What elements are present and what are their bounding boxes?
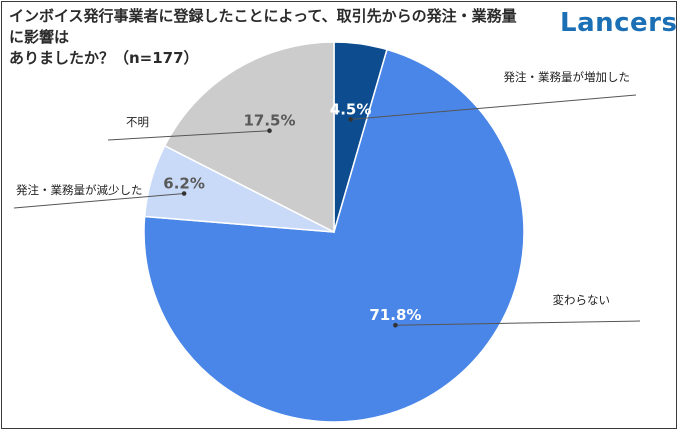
percent-label-unknown: 17.5% <box>243 112 295 130</box>
pie-slice-nochange <box>143 48 525 423</box>
leader-dot-unknown <box>267 128 272 133</box>
pie-slice-unknown <box>163 41 335 234</box>
category-label-unknown: 不明 <box>126 115 149 129</box>
lancers-logo: Lancers <box>560 8 678 38</box>
leader-line-increase <box>350 94 637 120</box>
leader-dot-nochange <box>393 322 398 328</box>
leader-line-nochange <box>395 320 641 326</box>
percent-label-increase: 4.5% <box>330 100 372 118</box>
category-label-nochange: 変わらない <box>553 293 611 307</box>
chart-title: インボイス発行事業者に登録したことによって、取引先からの発注・業務量に影響は あ… <box>9 6 529 69</box>
leader-line-decrease <box>13 193 185 209</box>
leader-lines <box>13 94 641 328</box>
percent-label-nochange: 71.8% <box>369 306 421 324</box>
leader-dot-increase <box>348 117 353 122</box>
leader-line-unknown <box>107 130 270 141</box>
slice-labels: 4.5% 発注・業務量が増加した 71.8% 変わらない 6.2% 発注・業務量が減少した… <box>16 70 630 324</box>
percent-label-decrease: 6.2% <box>163 175 205 193</box>
category-label-increase: 発注・業務量が増加した <box>504 70 631 84</box>
pie-slices <box>143 41 525 423</box>
title-line-2: ありましたか？（n=177） <box>9 49 199 67</box>
category-label-decrease: 発注・業務量が減少した <box>16 183 143 197</box>
title-line-1: インボイス発行事業者に登録したことによって、取引先からの発注・業務量に影響は <box>9 7 517 46</box>
leader-dot-decrease <box>181 191 187 196</box>
